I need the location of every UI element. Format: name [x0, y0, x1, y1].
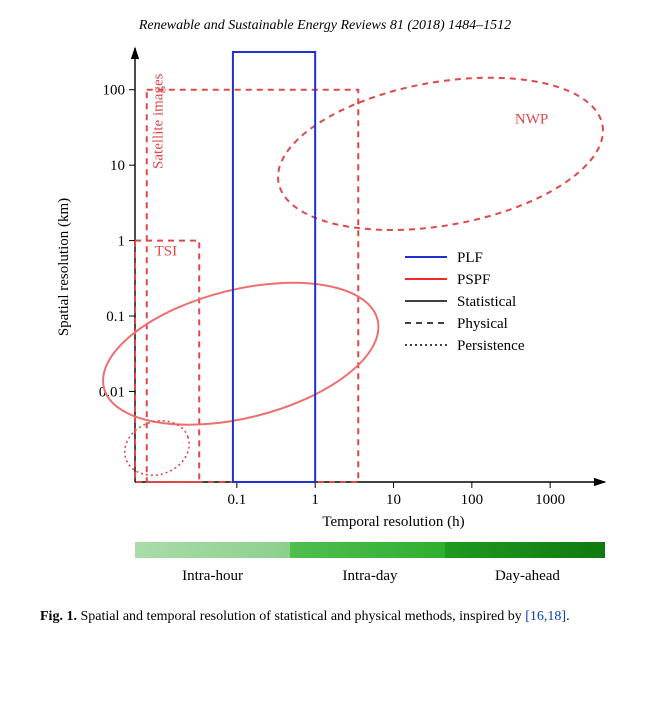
- x-tick-label: 10: [386, 492, 401, 508]
- time-horizon-label: Day-ahead: [495, 568, 560, 584]
- figure-1: 0.111010010000.010.1110100Temporal resol…: [40, 42, 610, 627]
- region-label-satellite-images: Satellite images: [150, 73, 166, 169]
- region-tsi: [135, 241, 199, 482]
- legend-label: PSPF: [457, 272, 490, 288]
- x-tick-label: 100: [461, 492, 484, 508]
- y-axis-label: Spatial resolution (km): [56, 198, 72, 336]
- y-tick-label: 100: [103, 83, 126, 99]
- figure-caption: Fig. 1. Spatial and temporal resolution …: [40, 608, 610, 627]
- x-tick-label: 1: [311, 492, 319, 508]
- x-tick-label: 0.1: [227, 492, 246, 508]
- y-tick-label: 10: [110, 158, 125, 174]
- x-tick-label: 1000: [535, 492, 565, 508]
- region-nwp: [266, 55, 610, 253]
- legend-label: Statistical: [457, 294, 516, 310]
- x-axis-label: Temporal resolution (h): [322, 514, 464, 530]
- figure-label: Fig. 1.: [40, 609, 77, 624]
- caption-text: Spatial and temporal resolution of stati…: [77, 609, 525, 624]
- caption-period: .: [566, 609, 570, 624]
- region-label-nwp: NWP: [515, 112, 548, 128]
- journal-header: Renewable and Sustainable Energy Reviews…: [24, 18, 626, 34]
- legend-label: PLF: [457, 250, 483, 266]
- caption-refs: [16,18]: [525, 609, 566, 624]
- figure-1-svg: 0.111010010000.010.1110100Temporal resol…: [40, 42, 610, 602]
- time-horizon-bar: [135, 542, 605, 558]
- time-horizon-label: Intra-hour: [182, 568, 243, 584]
- legend-label: Persistence: [457, 338, 525, 354]
- legend-label: Physical: [457, 316, 508, 332]
- time-horizon-label: Intra-day: [343, 568, 398, 584]
- y-tick-label: 1: [118, 234, 126, 250]
- y-tick-label: 0.1: [106, 309, 125, 325]
- region-label-tsi: TSI: [155, 244, 178, 260]
- region-plf-rect: [233, 52, 315, 482]
